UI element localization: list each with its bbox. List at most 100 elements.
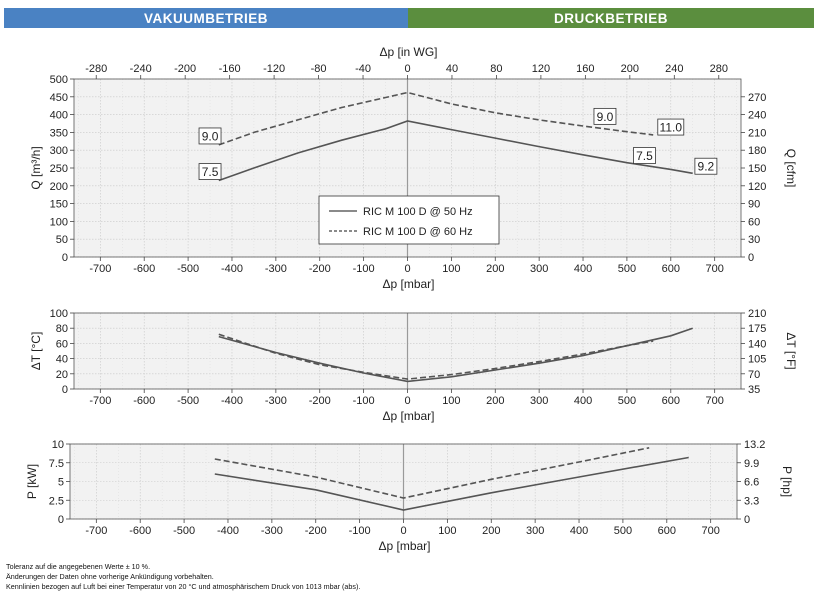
curve-label: 7.5 bbox=[636, 149, 653, 163]
x-tick-label: 200 bbox=[482, 525, 500, 537]
x-tick-label: 100 bbox=[442, 263, 460, 275]
top-tick-label: 240 bbox=[665, 63, 683, 75]
y-tick-label: 0 bbox=[62, 384, 68, 396]
y-tick-label: 100 bbox=[50, 308, 68, 320]
right-tick-label: 120 bbox=[748, 181, 766, 193]
curve-label-box bbox=[694, 157, 718, 175]
legend-box bbox=[318, 195, 500, 245]
y-tick-label: 0 bbox=[58, 514, 64, 526]
curve-label: 9.0 bbox=[597, 110, 614, 124]
performance-charts: -700 -600 -500 -400 -300 -200 -100 0 100 200 300 40… bbox=[25, 45, 798, 553]
y-tick-label: 450 bbox=[50, 92, 68, 104]
x-tick-label: -700 bbox=[85, 525, 107, 537]
x-tick-label: -100 bbox=[349, 525, 371, 537]
top-tick-label: -80 bbox=[311, 63, 327, 75]
x-tick-label: 400 bbox=[574, 395, 592, 407]
curve-label: 11.0 bbox=[660, 121, 683, 135]
top-tick-label: 280 bbox=[710, 63, 728, 75]
legend-entry: RIC M 100 D @ 60 Hz bbox=[363, 226, 473, 238]
x-tick-label: -400 bbox=[217, 525, 239, 537]
note-changes: Änderungen der Daten ohne vorherige Ankü… bbox=[6, 572, 214, 581]
x-tick-label: -400 bbox=[221, 395, 243, 407]
top-tick-label: 160 bbox=[576, 63, 594, 75]
series-line-50hz bbox=[214, 456, 689, 511]
series-line-60hz bbox=[218, 333, 654, 380]
top-tick-label: -120 bbox=[263, 63, 285, 75]
right-tick-label: 150 bbox=[748, 163, 766, 175]
footnotes: Toleranz auf die angegebenen Werte ± 10 … bbox=[6, 562, 360, 592]
y-tick-label: 40 bbox=[56, 354, 68, 366]
y-tick-label: 50 bbox=[56, 234, 68, 246]
x-axis-title: Δp [mbar] bbox=[382, 277, 434, 291]
x-tick-label: 500 bbox=[618, 395, 636, 407]
y-tick-label: 5 bbox=[58, 477, 64, 489]
top-tick-label: -280 bbox=[85, 63, 107, 75]
y-tick-label: 0 bbox=[62, 252, 68, 264]
y-tick-label: 60 bbox=[56, 338, 68, 350]
x-tick-label: 600 bbox=[662, 395, 680, 407]
top-tick-label: -200 bbox=[174, 63, 196, 75]
y-tick-label: 20 bbox=[56, 369, 68, 381]
x-tick-label: 300 bbox=[530, 395, 548, 407]
top-tick-label: 120 bbox=[532, 63, 550, 75]
x-tick-label: 500 bbox=[618, 263, 636, 275]
right-axis-title: P [hp] bbox=[780, 466, 794, 497]
vacuum-mode-label: VAKUUMBETRIEB bbox=[144, 10, 268, 26]
top-tick-label: 0 bbox=[404, 63, 410, 75]
x-tick-label: -700 bbox=[89, 263, 111, 275]
y-tick-label: 2.5 bbox=[49, 495, 64, 507]
y-tick-label: 250 bbox=[50, 163, 68, 175]
right-tick-label: 30 bbox=[748, 234, 760, 246]
x-tick-label: 0 bbox=[404, 395, 410, 407]
top-tick-label: -160 bbox=[219, 63, 241, 75]
x-tick-label: 0 bbox=[400, 525, 406, 537]
series-line-50hz bbox=[218, 120, 693, 182]
right-tick-label: 105 bbox=[748, 354, 766, 366]
y-tick-label: 400 bbox=[50, 110, 68, 122]
x-tick-label: 500 bbox=[614, 525, 632, 537]
x-tick-label: -600 bbox=[129, 525, 151, 537]
x-tick-label: 700 bbox=[701, 525, 719, 537]
note-reference-conditions: Kennlinien bezogen auf Luft bei einer Te… bbox=[6, 582, 361, 591]
right-tick-label: 3.3 bbox=[744, 495, 759, 507]
curve-label-box bbox=[198, 127, 222, 145]
right-tick-label: 210 bbox=[748, 127, 766, 139]
right-tick-label: 0 bbox=[748, 252, 754, 264]
curve-label-box bbox=[657, 118, 685, 136]
x-tick-label: 0 bbox=[404, 263, 410, 275]
pressure-mode-banner: DRUCKBETRIEB bbox=[408, 8, 814, 28]
x-tick-label: 700 bbox=[705, 263, 723, 275]
y-tick-label: 200 bbox=[50, 181, 68, 193]
right-axis-title: ΔT [°F] bbox=[784, 332, 798, 369]
y-tick-label: 10 bbox=[52, 439, 64, 451]
x-tick-label: -600 bbox=[133, 263, 155, 275]
top-tick-label: -240 bbox=[130, 63, 152, 75]
x-tick-label: -500 bbox=[177, 395, 199, 407]
right-tick-label: 175 bbox=[748, 323, 766, 335]
series-line-60hz bbox=[214, 447, 650, 499]
top-axis-title: Δp [in WG] bbox=[379, 45, 437, 59]
right-tick-label: 0 bbox=[744, 514, 750, 526]
y-tick-label: 7.5 bbox=[49, 458, 64, 470]
x-tick-label: -200 bbox=[305, 525, 327, 537]
y-tick-label: 150 bbox=[50, 199, 68, 211]
right-tick-label: 60 bbox=[748, 216, 760, 228]
right-tick-label: 90 bbox=[748, 199, 760, 211]
curve-label-box bbox=[198, 163, 222, 180]
right-tick-label: 210 bbox=[748, 308, 766, 320]
x-tick-label: 200 bbox=[486, 263, 504, 275]
y-tick-label: 300 bbox=[50, 145, 68, 157]
y-axis-title: ΔT [°C] bbox=[29, 332, 43, 371]
x-axis-title: Δp [mbar] bbox=[378, 539, 430, 553]
x-tick-label: 400 bbox=[570, 525, 588, 537]
x-tick-label: -600 bbox=[133, 395, 155, 407]
x-tick-label: -300 bbox=[265, 395, 287, 407]
x-axis-title: Δp [mbar] bbox=[382, 409, 434, 423]
series-line-60hz bbox=[218, 91, 654, 146]
top-tick-label: 200 bbox=[621, 63, 639, 75]
y-axis-title: P [kW] bbox=[25, 464, 39, 499]
x-tick-label: -300 bbox=[261, 525, 283, 537]
curve-label-box bbox=[593, 107, 617, 125]
x-tick-label: -100 bbox=[353, 263, 375, 275]
y-axis-title: Q [m³/h] bbox=[29, 146, 43, 189]
